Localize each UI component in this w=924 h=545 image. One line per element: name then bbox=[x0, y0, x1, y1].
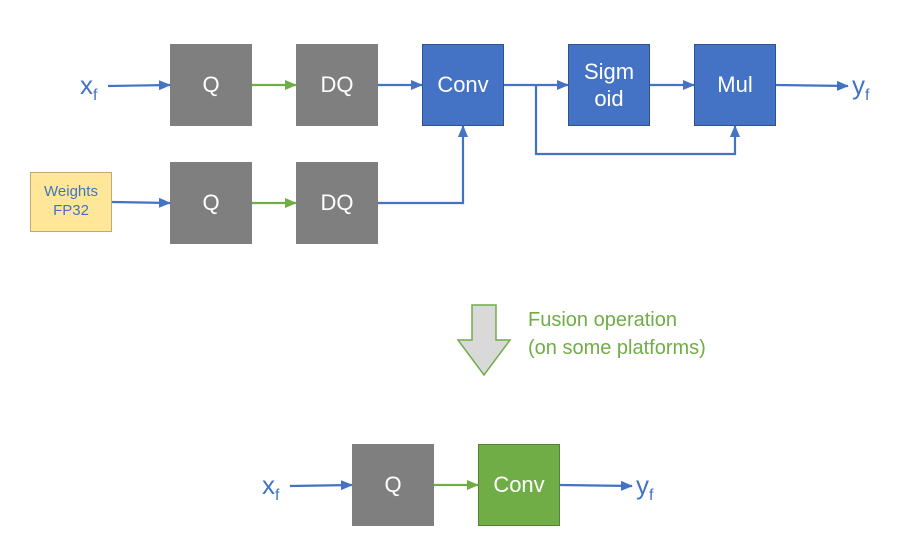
node-sigmoid: Sigm oid bbox=[568, 44, 650, 126]
fusion-arrow-icon bbox=[454, 300, 514, 380]
input-xf-top: xf bbox=[80, 70, 97, 105]
node-q2: Q bbox=[170, 162, 252, 244]
output-yf-top: yf bbox=[852, 70, 869, 105]
node-dq1: DQ bbox=[296, 44, 378, 126]
output-yf-bottom: yf bbox=[636, 470, 653, 505]
node-conv-bottom: Conv bbox=[478, 444, 560, 526]
node-q1: Q bbox=[170, 44, 252, 126]
node-mul: Mul bbox=[694, 44, 776, 126]
node-dq2: DQ bbox=[296, 162, 378, 244]
diagram-canvas: xf yf Q DQ Conv Sigm oid Mul Weights FP3… bbox=[0, 0, 924, 545]
node-weights: Weights FP32 bbox=[30, 172, 112, 232]
fusion-caption: Fusion operation (on some platforms) bbox=[528, 306, 706, 362]
node-conv-top: Conv bbox=[422, 44, 504, 126]
node-q-bottom: Q bbox=[352, 444, 434, 526]
input-xf-bottom: xf bbox=[262, 470, 279, 505]
